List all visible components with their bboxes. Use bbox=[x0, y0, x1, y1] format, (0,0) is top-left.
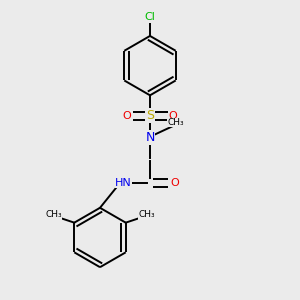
Text: N: N bbox=[145, 131, 155, 144]
Text: O: O bbox=[168, 111, 177, 121]
Text: CH₃: CH₃ bbox=[138, 210, 155, 219]
Text: S: S bbox=[146, 109, 154, 122]
Text: O: O bbox=[123, 111, 132, 121]
Text: CH₃: CH₃ bbox=[45, 210, 62, 219]
Text: Cl: Cl bbox=[145, 12, 155, 22]
Text: O: O bbox=[170, 178, 179, 188]
Text: HN: HN bbox=[115, 178, 132, 188]
Text: CH₃: CH₃ bbox=[168, 118, 184, 127]
